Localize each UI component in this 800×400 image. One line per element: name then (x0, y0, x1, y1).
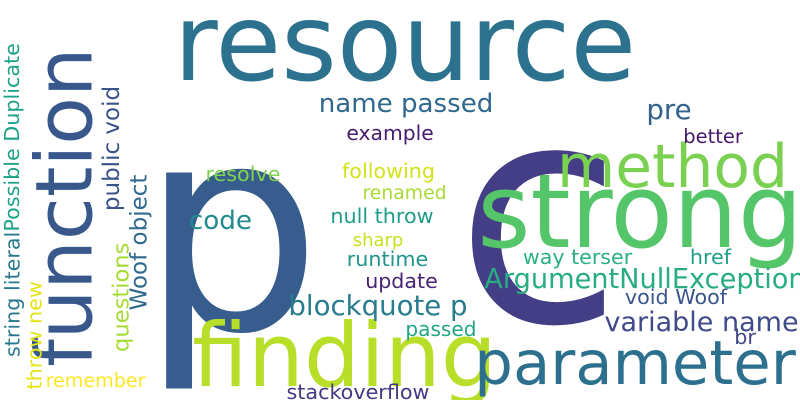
word-update: update (365, 268, 438, 293)
word-remember: remember (45, 368, 146, 392)
word-pre: pre (646, 93, 692, 127)
word-resource: resource (173, 0, 637, 106)
word-better: better (683, 125, 743, 149)
word-parameter: parameter (474, 328, 796, 399)
word-argumentnullexception: ArgumentNullException (484, 264, 800, 296)
word-name-passed: name passed (318, 89, 494, 119)
word-string-literal: string literal (0, 231, 25, 357)
word-strong: strong (477, 153, 800, 273)
word-null-throw: null throw (330, 203, 434, 228)
word-throw-new: throw new (22, 280, 47, 390)
word-br: br (734, 324, 756, 349)
word-finding: finding (192, 304, 497, 400)
word-possible-duplicate: Possible Duplicate (0, 43, 24, 232)
word-href: href (689, 244, 732, 269)
word-renamed: renamed (362, 182, 447, 204)
word-runtime: runtime (346, 246, 429, 271)
word-c: c (455, 38, 623, 394)
word-blockquote-p: blockquote p (288, 289, 468, 323)
word-example: example (346, 120, 434, 145)
word-woof-object: Woof object (126, 174, 153, 311)
word-method: method (557, 132, 788, 203)
word-void-woof: void Woof (624, 284, 728, 309)
word-stackoverflow: stackoverflow (286, 379, 430, 400)
word-resolve: resolve (205, 161, 281, 186)
word-public-void: public void (99, 85, 126, 211)
word-p: p (140, 64, 322, 398)
word-passed: passed (405, 317, 477, 341)
word-code: code (188, 205, 253, 236)
word-sharp: sharp (352, 230, 404, 251)
word-variable-name: variable name (604, 306, 799, 338)
word-following: following (342, 158, 436, 183)
word-way-terser: way terser (522, 244, 633, 269)
